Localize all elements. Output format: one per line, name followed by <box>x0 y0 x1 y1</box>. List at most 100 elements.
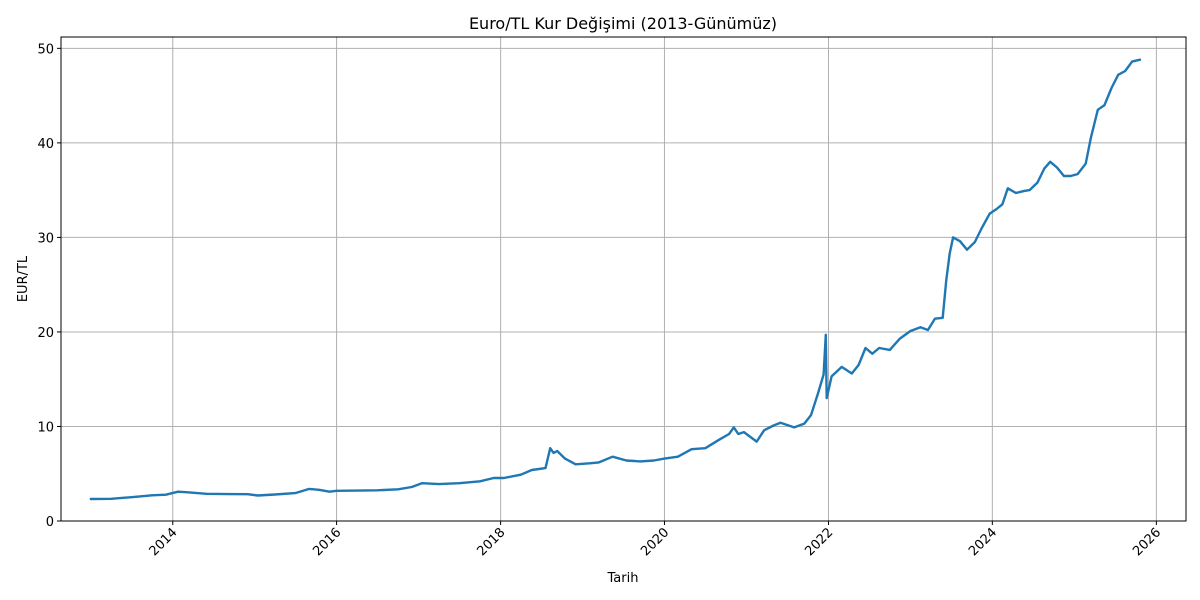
data-point <box>376 489 379 492</box>
data-point <box>611 455 614 458</box>
data-point <box>704 447 707 450</box>
data-point <box>1063 175 1065 177</box>
y-tick-label: 30 <box>37 231 54 246</box>
data-point <box>934 317 936 320</box>
data-point <box>588 462 591 465</box>
data-point <box>1076 173 1079 176</box>
x-tick-label: 2018 <box>474 525 508 559</box>
data-point <box>941 316 944 319</box>
y-tick-label: 40 <box>37 137 54 152</box>
data-point <box>909 330 912 332</box>
data-point <box>1124 70 1127 72</box>
data-point <box>737 433 740 435</box>
data-point <box>438 483 440 485</box>
x-tick-label: 2024 <box>966 525 1000 559</box>
x-tick-label: 2020 <box>638 525 672 559</box>
data-point <box>988 212 991 215</box>
data-point <box>1103 104 1106 106</box>
data-point <box>995 208 998 210</box>
data-point <box>519 473 522 476</box>
data-point <box>502 477 505 479</box>
plot-frame <box>60 36 1187 522</box>
data-point <box>728 433 730 435</box>
data-point <box>952 236 954 239</box>
data-point <box>1131 60 1133 63</box>
data-point <box>919 326 922 329</box>
data-point <box>574 463 577 466</box>
data-point <box>825 397 828 399</box>
data-point <box>973 241 976 244</box>
grid-layer <box>61 37 1186 522</box>
data-point <box>1043 167 1046 170</box>
data-point <box>530 469 533 471</box>
data-point <box>328 490 331 493</box>
data-point <box>177 490 180 493</box>
data-point <box>779 421 782 424</box>
data-point <box>793 426 796 429</box>
data-point <box>226 493 229 495</box>
data-point <box>755 440 758 443</box>
x-tick-label: 2014 <box>147 525 181 559</box>
data-point <box>1056 166 1058 169</box>
y-tick-label: 0 <box>46 515 54 530</box>
data-point <box>1096 108 1099 111</box>
data-point <box>1110 87 1113 89</box>
x-axis-label: Tarih <box>607 571 639 586</box>
data-point <box>1022 190 1025 193</box>
data-point <box>1049 160 1052 163</box>
data-point <box>492 477 495 479</box>
data-point <box>871 352 874 355</box>
data-point <box>130 496 133 499</box>
data-point <box>864 347 867 349</box>
data-point <box>763 429 765 432</box>
data-point <box>927 329 929 331</box>
data-point <box>356 489 358 492</box>
y-axis-label: EUR/TL <box>16 255 31 302</box>
data-point <box>598 461 600 464</box>
x-tick-label: 2022 <box>802 525 836 559</box>
data-point <box>803 422 806 425</box>
data-point <box>810 414 812 416</box>
data-point <box>772 424 775 427</box>
data-point <box>549 447 552 450</box>
data-point <box>397 488 399 491</box>
data-point <box>663 457 666 460</box>
y-axis: 0 10 20 30 40 50 <box>37 42 61 530</box>
data-point <box>677 455 679 458</box>
data-point <box>824 333 827 336</box>
data-point <box>878 347 881 349</box>
data-point <box>857 364 860 366</box>
data-point <box>318 488 320 491</box>
chart-title: Euro/TL Kur Değişimi (2013-Günümüz) <box>469 14 777 33</box>
data-point <box>1028 189 1031 192</box>
data-point <box>256 494 259 497</box>
data-point <box>556 450 559 452</box>
data-point <box>1089 137 1092 140</box>
data-point <box>625 459 628 462</box>
data-point <box>888 349 891 351</box>
data-point <box>308 488 311 490</box>
data-point <box>1139 58 1141 61</box>
series-line <box>89 58 1142 501</box>
data-point <box>185 491 187 494</box>
data-point <box>743 431 745 433</box>
data-point <box>653 459 655 462</box>
data-point <box>544 467 547 469</box>
x-tick-label: 2016 <box>310 525 344 559</box>
data-point <box>817 392 819 395</box>
y-tick-label: 20 <box>37 326 54 341</box>
data-point <box>966 248 968 251</box>
data-point <box>1036 181 1039 184</box>
data-point <box>410 486 413 488</box>
data-point <box>1015 192 1017 194</box>
y-tick-label: 10 <box>37 420 54 435</box>
data-point <box>850 372 853 375</box>
data-point <box>458 482 461 485</box>
data-point <box>822 373 825 376</box>
series-layer <box>89 58 1142 501</box>
data-point <box>1006 187 1009 190</box>
data-point <box>1069 175 1072 177</box>
data-point <box>205 492 208 495</box>
data-point <box>948 252 951 255</box>
data-point <box>690 448 693 451</box>
